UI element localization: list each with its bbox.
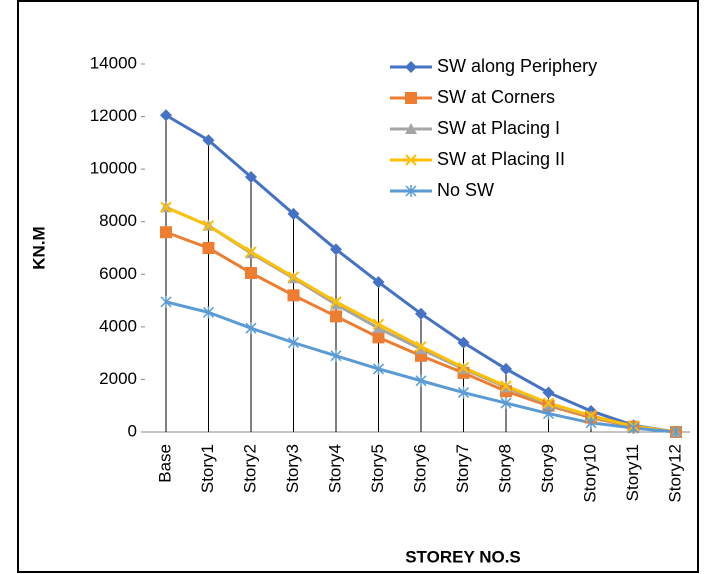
y-tick-label: 0 [128,421,137,440]
legend-item: SW along Periphery [386,53,686,81]
x-tick-label: Story3 [283,444,302,493]
marker [160,226,172,239]
x-axis-label: STOREY NO.S [405,547,521,566]
legend-bg [386,53,686,81]
marker [372,322,385,334]
marker [405,92,417,104]
marker [202,306,215,319]
legend-bg [386,177,686,205]
legend-item: SW at Corners [386,84,686,112]
marker [160,109,172,122]
marker [330,298,342,310]
marker [160,201,172,213]
marker [202,219,215,232]
y-tick-label: 4000 [99,316,137,335]
marker [500,397,512,410]
x-tick-label: Story7 [453,444,472,493]
x-tick-label: Story8 [495,444,514,493]
marker [160,295,172,308]
marker [670,426,682,438]
marker [330,243,342,256]
legend-bg [386,115,686,143]
marker [245,266,257,279]
legend-label: SW at Corners [437,87,555,107]
marker [202,242,215,254]
legend-bg [386,84,686,112]
x-tick-label: Base [155,444,174,483]
legend-item: SW at Placing II [386,146,686,174]
x-tick-label: Story12 [665,444,684,503]
marker [287,207,300,220]
marker [457,336,470,349]
x-tick-label: Story6 [410,444,429,493]
marker [245,246,257,258]
x-tick-label: Story4 [325,444,344,493]
marker [415,340,427,353]
marker [457,361,470,374]
marker [500,380,512,392]
legend-label: SW at Placing I [437,118,560,138]
marker [405,154,417,166]
y-tick-label: 12000 [90,106,137,125]
y-tick-label: 2000 [99,369,137,388]
marker [330,296,342,308]
legend-label: SW along Periphery [437,56,597,76]
legend-label: No SW [437,180,494,200]
marker [542,386,555,399]
marker [415,343,427,355]
y-tick-label: 10000 [90,159,137,178]
marker [287,289,300,302]
marker [405,61,417,73]
x-tick-label: Story2 [240,444,259,493]
marker [245,322,257,335]
y-tick-label: 8000 [99,211,137,230]
marker [627,422,640,435]
y-axis-label: KN.M [29,226,48,269]
legend-label: SW at Placing II [437,149,565,169]
marker [585,416,597,429]
legend-item: No SW [386,177,686,205]
marker [405,123,417,134]
marker [415,307,427,320]
marker [415,374,427,387]
marker [457,386,470,399]
legend-item: SW at Placing I [386,115,686,143]
y-tick-label: 6000 [99,264,137,283]
marker [542,407,555,420]
x-tick-label: Story1 [198,444,217,493]
marker [372,331,385,344]
x-tick-label: Story10 [580,444,599,503]
y-tick-label: 14000 [90,53,137,72]
marker [542,397,555,409]
marker [202,134,215,147]
marker [372,318,385,330]
marker [500,362,512,375]
x-tick-label: Story9 [538,444,557,493]
marker [405,185,417,197]
marker [372,276,385,289]
marker [245,171,257,184]
legend-bg [386,146,686,174]
marker [330,310,342,323]
marker [287,271,300,283]
x-tick-label: Story11 [623,444,642,501]
marker [372,362,385,375]
marker [330,349,342,362]
x-tick-label: Story5 [368,444,387,493]
marker [287,336,300,349]
